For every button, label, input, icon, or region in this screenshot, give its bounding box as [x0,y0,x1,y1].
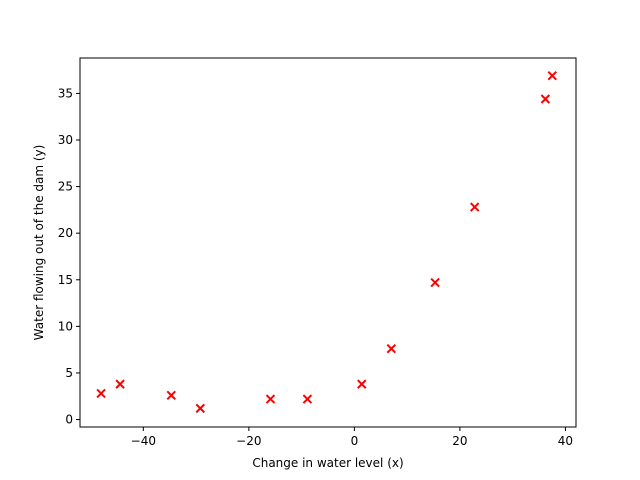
y-axis-label: Water flowing out of the dam (y) [32,145,46,341]
x-tick-label: 0 [351,434,359,448]
y-tick-label: 30 [58,133,73,147]
data-point-marker [166,390,176,401]
y-tick-label: 20 [58,226,73,240]
x-tick-label: −20 [236,434,261,448]
data-point-marker [96,388,106,399]
data-point-marker [430,277,440,288]
data-point-marker [357,379,367,389]
data-points [96,70,557,414]
x-tick-label: 20 [452,434,467,448]
data-point-marker [547,70,557,81]
data-point-marker [386,344,397,354]
data-point-marker [302,394,313,404]
x-axis-ticks: −40 −20 0 20 40 [131,427,573,448]
plot-area [79,57,577,428]
x-tick-label: −40 [131,434,156,448]
y-tick-label: 25 [58,180,73,194]
y-tick-label: 0 [65,413,73,427]
data-point-marker [265,394,276,404]
data-point-marker [540,94,551,104]
y-tick-label: 10 [58,319,73,333]
y-tick-label: 15 [58,273,73,287]
data-point-marker [115,379,125,389]
data-point-marker [195,403,206,414]
x-axis-label: Change in water level (x) [252,456,403,470]
data-point-marker [469,202,480,212]
y-tick-label: 5 [65,366,73,380]
x-tick-label: 40 [558,434,573,448]
y-tick-label: 35 [58,86,73,100]
y-axis-ticks: 0 5 10 15 20 25 30 35 [58,86,80,427]
